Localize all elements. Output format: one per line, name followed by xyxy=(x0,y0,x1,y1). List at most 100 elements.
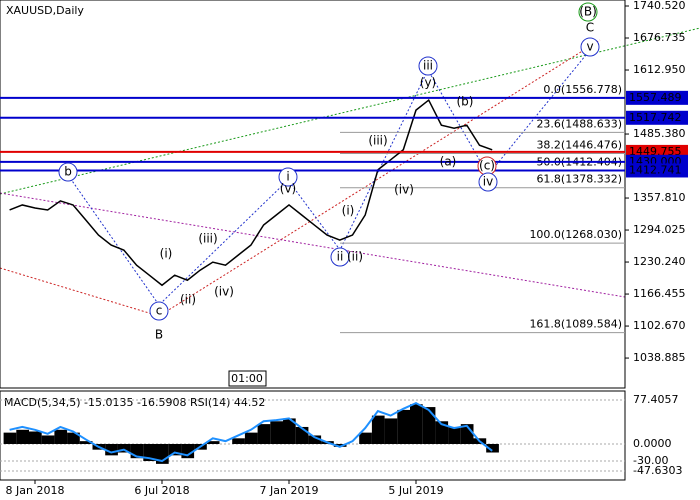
y-tick-label: 1485.380 xyxy=(633,127,686,140)
macd-bar xyxy=(422,407,436,444)
macd-bar xyxy=(168,443,182,456)
wave-circle xyxy=(578,2,598,22)
macd-bar xyxy=(384,418,398,444)
macd-bar xyxy=(105,443,118,456)
indicator-tick-label: -47.6303 xyxy=(633,464,682,477)
macd-bar xyxy=(232,438,245,444)
wave-label: (iv) xyxy=(394,183,414,197)
fib-label: 38.2(1446.476) xyxy=(536,139,622,152)
macd-bar xyxy=(41,435,55,444)
wave-circle xyxy=(478,172,498,192)
macd-bar xyxy=(16,429,29,444)
wave-circle xyxy=(580,37,600,57)
fib-label: 61.8(1378.332) xyxy=(536,173,622,186)
wave-label: (B) xyxy=(579,5,597,19)
fib-label: 23.6(1488.633) xyxy=(536,117,622,130)
macd-bar xyxy=(308,435,322,444)
y-tick-label: 1038.885 xyxy=(633,351,686,364)
macd-bar xyxy=(29,431,42,444)
chart-title: XAUUSD,Daily xyxy=(6,4,84,17)
wave-label: iii xyxy=(423,59,433,73)
time-box xyxy=(228,370,267,387)
level-label: 1517.742 xyxy=(629,111,682,124)
wave-label: v xyxy=(586,40,593,54)
y-tick-label: 1294.025 xyxy=(633,223,686,236)
wave-circle xyxy=(149,301,169,321)
wave-label: B xyxy=(155,328,163,342)
fib-label: 100.0(1268.030) xyxy=(529,228,622,241)
wave-label: (y) xyxy=(420,76,436,90)
macd-bar xyxy=(283,418,296,444)
wave-circle xyxy=(418,56,438,76)
macd-bar xyxy=(143,443,156,462)
level-label: 1449.755 xyxy=(629,145,682,158)
y-tick-label: 1230.240 xyxy=(633,255,686,268)
macd-bar xyxy=(257,424,271,444)
macd-bar xyxy=(206,441,220,444)
macd-bar xyxy=(67,432,80,444)
macd-bar xyxy=(397,409,410,444)
macd-bar xyxy=(54,429,68,444)
macd-bar xyxy=(79,441,93,444)
indicator-tick-label: 77.4057 xyxy=(633,393,679,406)
x-tick-label: 6 Jul 2018 xyxy=(134,484,189,497)
x-tick-label: 8 Jan 2018 xyxy=(6,484,65,497)
wave-label: (ii) xyxy=(180,293,196,307)
level-label: 1412.741 xyxy=(629,163,682,176)
y-tick-label: 1102.670 xyxy=(633,319,686,332)
wave-circle xyxy=(278,167,298,187)
wave-label: i xyxy=(286,170,289,184)
wave-label: (a) xyxy=(440,155,457,169)
macd-bar xyxy=(244,432,258,444)
wave-label: (ii) xyxy=(347,250,363,264)
y-tick-label: 1740.520 xyxy=(633,0,686,12)
indicator-title: MACD(5,34,5) -15.0135 -16.5908 RSI(14) 4… xyxy=(4,396,265,409)
y-tick-label: 1357.810 xyxy=(633,191,686,204)
wave-label: b xyxy=(64,165,72,179)
indicator-tick-label: -30.00 xyxy=(633,454,668,467)
wave-label: (iii) xyxy=(368,134,387,148)
wave-label: (v) xyxy=(280,182,296,196)
wave-label: C xyxy=(586,21,594,35)
y-tick-label: 1612.950 xyxy=(633,63,686,76)
macd-bar xyxy=(410,404,423,444)
macd-bar xyxy=(435,421,449,444)
macd-bar xyxy=(359,432,372,444)
wave-label: (iv) xyxy=(214,285,234,299)
wave-label: iv xyxy=(483,175,493,189)
level-label: 1557.489 xyxy=(629,91,682,104)
wave-circle xyxy=(330,247,350,267)
level-box xyxy=(626,163,688,178)
time-label: 01:00 xyxy=(231,372,263,385)
y-tick-label: 1166.455 xyxy=(633,287,686,300)
price-line xyxy=(9,98,493,287)
macd-bar xyxy=(3,432,17,444)
wave-label: (i) xyxy=(160,247,173,261)
trendline xyxy=(158,39,601,317)
price-panel xyxy=(0,0,626,389)
macd-bar xyxy=(486,443,499,453)
signal-line xyxy=(9,401,493,463)
macd-bar xyxy=(448,426,461,444)
fib-label: 161.8(1089.584) xyxy=(529,318,622,331)
macd-bar xyxy=(117,443,131,453)
indicator-tick-label: 0.0000 xyxy=(633,437,672,450)
wave-label: (iii) xyxy=(198,232,217,246)
fib-label: 0.0(1556.778) xyxy=(543,83,622,96)
y-tick-label: 1676.735 xyxy=(633,31,686,44)
wave-label: (b) xyxy=(457,95,474,109)
indicator-panel xyxy=(0,390,626,481)
level-box xyxy=(626,110,688,125)
wave-label: ii xyxy=(337,250,344,264)
wave-label: (c) xyxy=(479,159,495,173)
x-tick-label: 5 Jul 2019 xyxy=(388,484,443,497)
wave-circle xyxy=(58,162,78,182)
level-box xyxy=(626,90,688,105)
wave-label: c xyxy=(156,304,163,318)
wave-label: (i) xyxy=(342,204,355,218)
x-tick-label: 7 Jan 2019 xyxy=(260,484,319,497)
macd-bar xyxy=(333,443,347,447)
trendline xyxy=(0,192,626,298)
